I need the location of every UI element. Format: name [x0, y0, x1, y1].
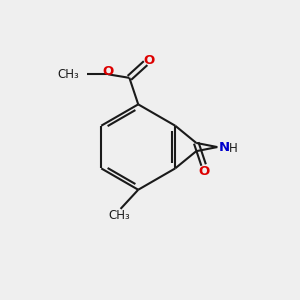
- Text: CH₃: CH₃: [108, 209, 130, 222]
- Text: O: O: [198, 165, 209, 178]
- Text: CH₃: CH₃: [57, 68, 79, 81]
- Text: N: N: [219, 141, 230, 154]
- Text: H: H: [229, 142, 237, 155]
- Text: O: O: [102, 65, 113, 78]
- Text: O: O: [143, 54, 155, 67]
